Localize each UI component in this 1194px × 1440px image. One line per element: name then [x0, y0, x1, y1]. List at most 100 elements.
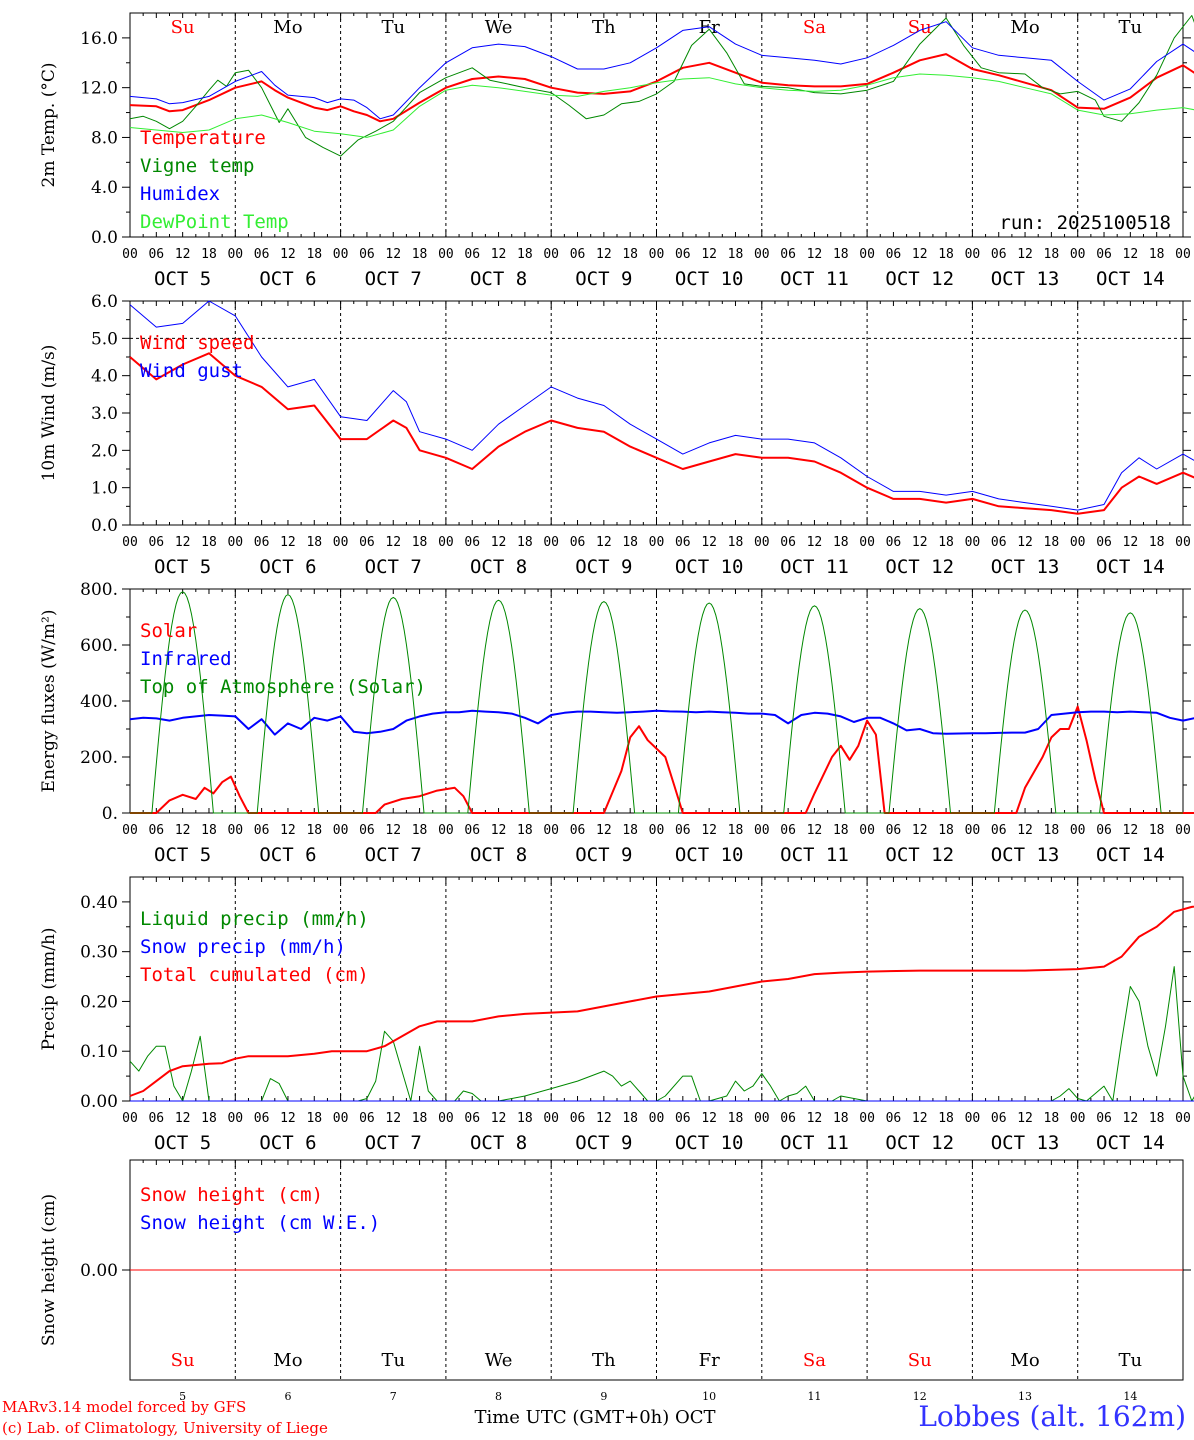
weekday-label: Tu: [1119, 1350, 1143, 1371]
hour-tick-label: 06: [780, 535, 796, 550]
hour-tick-label: 12: [807, 1111, 823, 1126]
y-tick-label: 0.40: [80, 893, 118, 913]
hour-tick-label: 18: [833, 535, 849, 550]
date-label: OCT 5: [154, 1132, 211, 1154]
hour-tick-label: 06: [359, 823, 375, 838]
date-label: OCT 10: [675, 1132, 744, 1154]
station-label: Lobbes (alt. 162m): [918, 1400, 1186, 1433]
weekday-label: Fr: [699, 17, 720, 38]
y-axis-label: Precip (mm/h): [39, 927, 59, 1050]
run-label: run: 2025100518: [999, 212, 1171, 234]
hour-tick-label: 00: [754, 823, 770, 838]
date-label: OCT 9: [575, 844, 632, 866]
hour-tick-label: 18: [1044, 823, 1060, 838]
hour-tick-label: 18: [833, 1111, 849, 1126]
date-label: OCT 12: [885, 556, 954, 578]
hour-tick-label: 00: [1175, 823, 1191, 838]
y-tick-label: 12.0: [80, 79, 118, 99]
y-axis-label: Energy fluxes (W/m²): [39, 610, 59, 793]
legend-entry: Snow height (cm W.E.): [140, 1212, 380, 1234]
hour-tick-label: 06: [675, 247, 691, 262]
hour-tick-label: 18: [728, 535, 744, 550]
weekday-label: We: [485, 1350, 513, 1371]
hour-tick-label: 06: [254, 823, 270, 838]
y-tick-label: 0.00: [80, 1092, 118, 1112]
hour-tick-label: 00: [859, 823, 875, 838]
legend-entry: Humidex: [140, 183, 220, 205]
hour-tick-label: 12: [1123, 535, 1139, 550]
hour-tick-label: 18: [622, 247, 638, 262]
weekday-label: Th: [592, 17, 616, 38]
date-label: OCT 5: [154, 268, 211, 290]
hour-tick-label: 18: [833, 247, 849, 262]
hour-tick-label: 00: [965, 535, 981, 550]
weekday-label: Mo: [1010, 17, 1039, 38]
y-tick-label: 0.0: [91, 228, 118, 248]
hour-tick-label: 18: [622, 823, 638, 838]
hour-tick-label: 12: [596, 823, 612, 838]
date-label: OCT 9: [575, 556, 632, 578]
y-tick-label: 5.0: [91, 329, 118, 349]
hour-tick-label: 06: [148, 823, 164, 838]
x-axis-title: Time UTC (GMT+0h) OCT: [474, 1407, 715, 1428]
legend-entry: Wind speed: [140, 332, 254, 354]
hour-tick-label: 12: [1123, 823, 1139, 838]
date-label: OCT 7: [365, 268, 422, 290]
hour-tick-label: 18: [728, 823, 744, 838]
hour-tick-label: 00: [438, 823, 454, 838]
hour-tick-label: 06: [675, 535, 691, 550]
y-tick-label: 200.: [80, 748, 118, 768]
hour-tick-label: 00: [1070, 535, 1086, 550]
hour-tick-label: 18: [306, 1111, 322, 1126]
y-tick-label: 0.10: [80, 1042, 118, 1062]
y-tick-label: 0.20: [80, 992, 118, 1012]
hour-tick-label: 12: [385, 535, 401, 550]
hour-tick-label: 18: [517, 823, 533, 838]
y-tick-label: 400.: [80, 692, 118, 712]
hour-tick-label: 00: [754, 535, 770, 550]
hour-tick-label: 06: [148, 247, 164, 262]
date-label: OCT 10: [675, 844, 744, 866]
hour-tick-label: 18: [728, 247, 744, 262]
lab-credit: (c) Lab. of Climatology, University of L…: [2, 1419, 328, 1437]
y-tick-label: 0.: [102, 804, 118, 824]
hour-tick-label: 06: [464, 823, 480, 838]
date-label: OCT 8: [470, 844, 527, 866]
hour-tick-label: 00: [1175, 1111, 1191, 1126]
hour-tick-label: 06: [991, 247, 1007, 262]
y-tick-label: 6.0: [91, 292, 118, 312]
date-label: OCT 8: [470, 268, 527, 290]
series-dewpoint-temp: [129, 73, 1194, 138]
hour-tick-label: 06: [464, 247, 480, 262]
day-number-label: 6: [284, 1390, 291, 1403]
hour-tick-label: 00: [649, 823, 665, 838]
hour-tick-label: 00: [122, 823, 138, 838]
model-credit: MARv3.14 model forced by GFS: [2, 1398, 247, 1416]
panel-frame: [129, 12, 1184, 238]
legend-entry: Solar: [140, 620, 197, 642]
hour-tick-label: 06: [359, 535, 375, 550]
hour-tick-label: 00: [438, 535, 454, 550]
hour-tick-label: 00: [227, 247, 243, 262]
hour-tick-label: 18: [622, 535, 638, 550]
legend-entry: Vigne temp: [140, 155, 254, 177]
y-tick-label: 4.0: [91, 367, 118, 387]
hour-tick-label: 06: [359, 1111, 375, 1126]
hour-tick-label: 12: [280, 823, 296, 838]
hour-tick-label: 18: [938, 1111, 954, 1126]
date-label: OCT 13: [991, 1132, 1060, 1154]
date-label: OCT 11: [780, 844, 849, 866]
hour-tick-label: 00: [1070, 1111, 1086, 1126]
hour-tick-label: 18: [622, 1111, 638, 1126]
series-infrared: [129, 709, 1194, 736]
hour-tick-label: 12: [1017, 247, 1033, 262]
series-vigne-temp: [129, 15, 1194, 157]
hour-tick-label: 06: [991, 823, 1007, 838]
weekday-label: Mo: [273, 17, 302, 38]
hour-tick-label: 18: [412, 823, 428, 838]
y-tick-label: 16.0: [80, 29, 118, 49]
hour-tick-label: 12: [807, 823, 823, 838]
date-label: OCT 10: [675, 268, 744, 290]
weekday-label: Fr: [699, 1350, 720, 1371]
